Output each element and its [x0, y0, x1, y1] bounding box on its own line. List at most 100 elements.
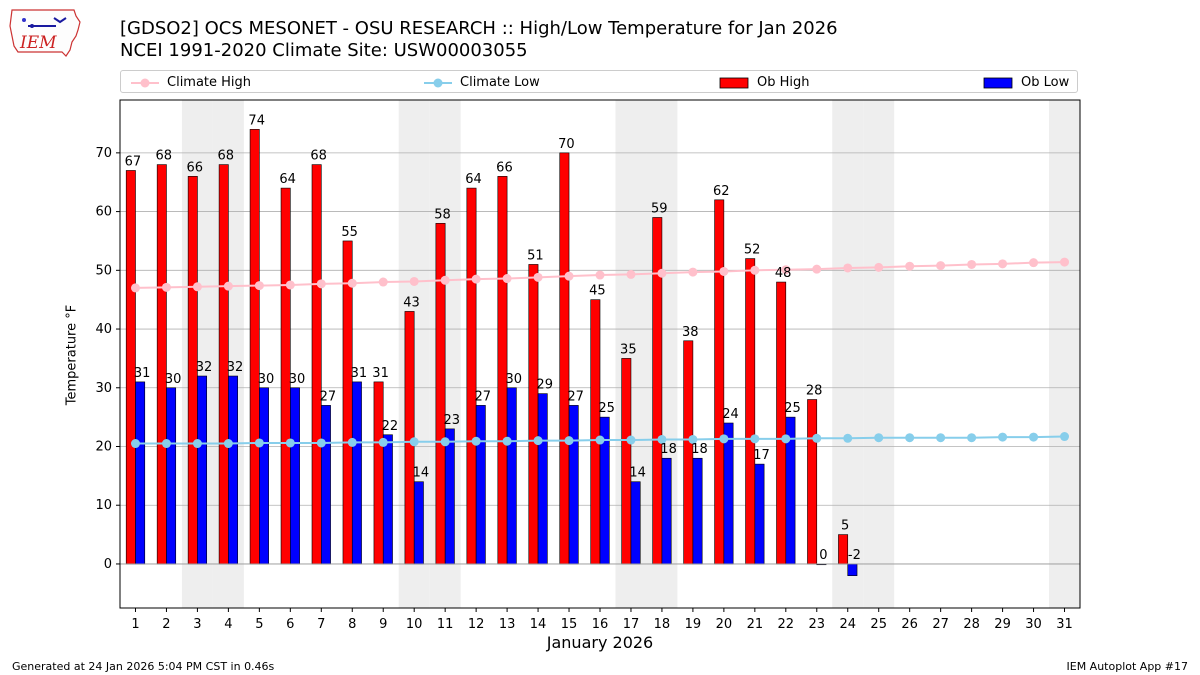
climate-low-point	[533, 436, 543, 446]
ob-high-label: 45	[589, 284, 606, 299]
climate-low-point	[440, 437, 450, 447]
climate-low-point	[781, 434, 791, 444]
y-tick-label: 70	[95, 146, 112, 161]
x-tick-label: 24	[839, 617, 856, 632]
x-tick-label: 14	[530, 617, 547, 632]
ob-low-bar	[413, 481, 424, 565]
climate-low-point	[719, 434, 729, 444]
climate-low-point	[316, 438, 326, 448]
weekend-shade	[1049, 100, 1080, 608]
ob-high-bar	[249, 129, 260, 565]
ob-high-bar	[156, 164, 167, 565]
ob-high-label: 62	[713, 184, 730, 199]
y-tick-label: 0	[104, 557, 112, 572]
ob-low-label: 18	[660, 442, 677, 457]
climate-high-point	[223, 281, 233, 291]
x-tick-label: 2	[162, 617, 170, 632]
footer-generated: Generated at 24 Jan 2026 5:04 PM CST in …	[12, 660, 275, 673]
ob-high-bar	[435, 223, 446, 565]
ob-low-swatch	[983, 77, 1013, 88]
ob-high-label: 68	[217, 149, 234, 164]
ob-low-bar	[444, 428, 455, 565]
ob-high-swatch	[719, 77, 749, 88]
climate-high-point	[905, 261, 915, 271]
x-tick-label: 13	[499, 617, 516, 632]
x-tick-label: 10	[406, 617, 423, 632]
x-tick-label: 17	[623, 617, 640, 632]
climate-high-point	[471, 274, 481, 284]
climate-high-point	[657, 268, 667, 278]
climate-high-point	[347, 278, 357, 288]
climate-high-point	[1029, 258, 1039, 268]
climate-low-point	[161, 439, 171, 449]
ob-low-bar	[506, 387, 517, 565]
footer-app: IEM Autoplot App #17	[1066, 660, 1189, 673]
ob-high-label: 52	[744, 243, 761, 258]
ob-low-label: 30	[505, 372, 522, 387]
climate-low-point	[936, 433, 946, 443]
climate-high-point	[130, 283, 140, 293]
ob-low-label: 24	[722, 407, 739, 422]
legend-item-ob-high: Ob High	[719, 71, 810, 94]
x-tick-label: 6	[286, 617, 294, 632]
ob-low-label: -2	[848, 548, 861, 563]
ob-high-label: 5	[841, 519, 849, 534]
ob-low-bar	[166, 387, 177, 565]
ob-high-label: 74	[248, 113, 265, 128]
climate-low-point	[874, 433, 884, 443]
ob-low-bar	[754, 463, 765, 565]
ob-high-label: 68	[156, 149, 173, 164]
climate-low-point	[812, 433, 822, 443]
legend-label-climate-low: Climate Low	[460, 75, 540, 90]
ob-low-bar	[692, 457, 703, 565]
x-tick-label: 1	[131, 617, 139, 632]
x-axis-label-text: January 2026	[546, 633, 654, 652]
climate-high-point	[967, 259, 977, 269]
title-line-1: [GDSO2] OCS MESONET - OSU RESEARCH :: Hi…	[120, 18, 838, 39]
x-tick-label: 26	[901, 617, 918, 632]
legend: Climate High Climate Low Ob High Ob Low	[120, 70, 1078, 93]
ob-low-label: 30	[258, 372, 275, 387]
ob-high-bar	[776, 281, 787, 565]
ob-low-bar	[630, 481, 641, 565]
ob-high-label: 66	[496, 160, 513, 175]
x-tick-label: 11	[437, 617, 454, 632]
climate-high-point	[874, 262, 884, 272]
x-axis-label: January 2026	[0, 633, 1200, 652]
climate-high-point	[564, 271, 574, 281]
climate-high-point	[533, 272, 543, 282]
x-tick-label: 12	[468, 617, 485, 632]
ob-high-label: 64	[465, 172, 482, 187]
ob-low-label: 27	[567, 389, 584, 404]
ob-low-label: 23	[444, 413, 461, 428]
ob-high-label: 35	[620, 342, 637, 357]
climate-low-point	[254, 438, 264, 448]
climate-high-point	[595, 270, 605, 280]
climate-high-point	[502, 274, 512, 284]
ob-high-bar	[621, 358, 632, 565]
ob-low-bar	[197, 375, 208, 565]
ob-low-label: 18	[691, 442, 708, 457]
climate-low-point	[657, 434, 667, 444]
climate-high-point	[285, 280, 295, 290]
ob-low-label: 25	[784, 401, 801, 416]
climate-high-point	[843, 263, 853, 273]
ob-low-label: 22	[382, 419, 399, 434]
x-tick-label: 31	[1056, 617, 1073, 632]
climate-high-point	[316, 279, 326, 289]
ob-high-bar	[497, 176, 508, 565]
ob-high-bar	[838, 534, 849, 565]
ob-high-bar	[311, 164, 322, 565]
title-line-2: NCEI 1991-2020 Climate Site: USW00003055	[120, 40, 528, 61]
y-tick-label: 20	[95, 439, 112, 454]
ob-low-bar	[135, 381, 146, 565]
climate-low-point	[223, 439, 233, 449]
x-tick-label: 19	[685, 617, 702, 632]
ob-low-label: 32	[196, 360, 213, 375]
climate-high-point	[688, 267, 698, 277]
climate-low-point	[998, 432, 1008, 442]
climate-low-point	[1029, 432, 1039, 442]
climate-low-point	[626, 435, 636, 445]
legend-label-climate-high: Climate High	[167, 75, 252, 90]
